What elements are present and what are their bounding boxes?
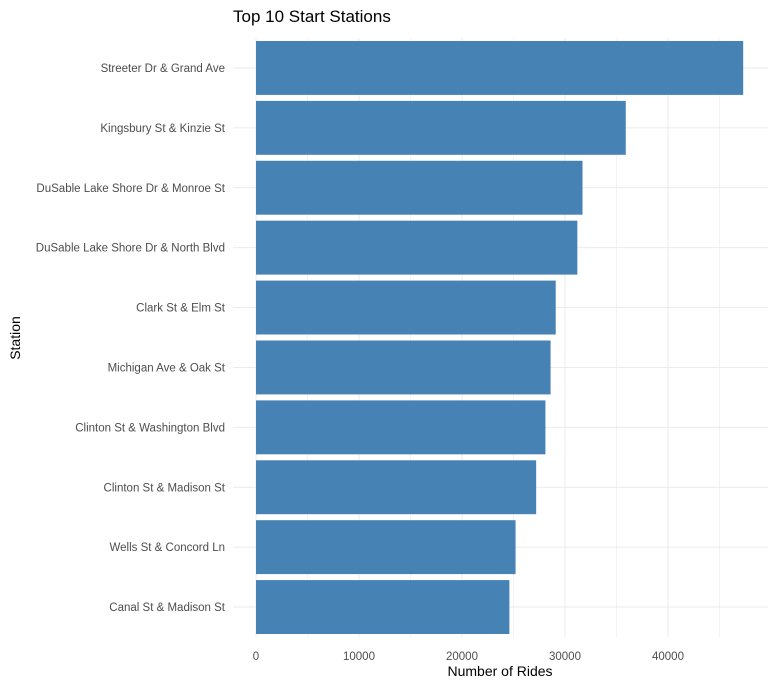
y-tick-label: Michigan Ave & Oak St	[108, 362, 226, 374]
y-axis-title: Station	[7, 316, 23, 360]
bar	[256, 520, 516, 575]
y-tick-label: Clark St & Elm St	[136, 303, 226, 315]
x-tick-label: 40000	[652, 651, 684, 663]
y-tick-label: Clinton St & Madison St	[104, 482, 226, 494]
x-tick-labels: 0 10000 20000 30000 40000	[253, 651, 684, 663]
y-tick-label: Wells St & Concord Ln	[110, 542, 225, 554]
x-tick-label: 0	[253, 651, 259, 663]
x-tick-label: 30000	[549, 651, 581, 663]
bar	[256, 160, 583, 215]
y-tick-label: DuSable Lake Shore Dr & Monroe St	[36, 183, 225, 195]
y-tick-label: Kingsbury St & Kinzie St	[100, 123, 225, 135]
bar	[256, 400, 546, 455]
bar	[256, 340, 551, 395]
bar	[256, 580, 510, 635]
bar	[256, 460, 537, 515]
bar	[256, 280, 556, 335]
bar	[256, 100, 626, 155]
x-tick-label: 10000	[343, 651, 375, 663]
y-tick-label: Streeter Dr & Grand Ave	[101, 63, 225, 75]
y-tick-label: DuSable Lake Shore Dr & North Blvd	[36, 243, 225, 255]
chart-title: Top 10 Start Stations	[233, 7, 391, 26]
y-tick-label: Clinton St & Washington Blvd	[75, 422, 225, 434]
bar	[256, 40, 744, 95]
x-tick-label: 20000	[446, 651, 478, 663]
x-axis-title: Number of Rides	[447, 663, 552, 679]
bars	[256, 40, 744, 635]
bar	[256, 220, 578, 275]
y-tick-labels: Streeter Dr & Grand Ave Kingsbury St & Ki…	[36, 63, 226, 614]
y-tick-label: Canal St & Madison St	[109, 602, 226, 614]
